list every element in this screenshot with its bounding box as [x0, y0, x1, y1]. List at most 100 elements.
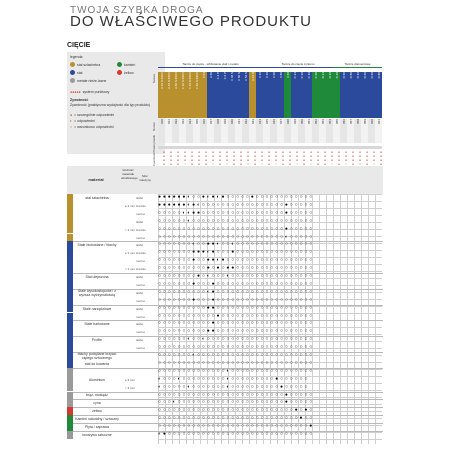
product-name: A 46 S INOX [166, 72, 171, 90]
product-name-cell: X 60 [270, 72, 277, 118]
legend-item: metale nieże-lazne [70, 78, 115, 83]
product-name: D 46 [334, 72, 339, 79]
material-label: Stale budowlane / blachy [77, 243, 117, 248]
product-code: 039 [222, 119, 227, 125]
power-label: mocno [136, 282, 146, 287]
category-color-bar [67, 367, 73, 376]
legend-item-label: żeliwo [124, 70, 134, 75]
row-label: Numer [150, 122, 158, 131]
suitability-heading: Żywotność [70, 98, 89, 102]
lifetime-mark: ●●●●○ [302, 150, 306, 170]
lifetime-mark: ●●●●● [197, 150, 201, 170]
product-code-cell: 042 [242, 119, 249, 143]
product-name-cell: A 60 S INOX [172, 72, 179, 118]
category-color-bar [67, 352, 73, 360]
row-label-text: Żywotność [152, 152, 156, 167]
product-name: X 60 [271, 72, 276, 79]
row-ratings: ○○○○○○○○●○◐○○○◐○○○○○○○○○○○○○○○○○ [158, 273, 315, 279]
product-code-cell: 036 [200, 119, 207, 143]
row-ratings: ○○○○○○○●○○○●○○○○○○○○○○○○○○○○○○○○ [158, 296, 315, 303]
product-name: A 36 S INOX [159, 72, 164, 90]
category-color-bar [67, 423, 73, 431]
lifetime-mark: ●●●●○ [379, 150, 383, 170]
product-name-cell: D 80 [375, 72, 382, 118]
product-name-cell: D 66 [368, 72, 375, 118]
product-name: X 54 S [243, 72, 248, 82]
row-separator [67, 273, 383, 274]
header-kicker: TWOJA SZYBKA DROGA [70, 5, 204, 16]
thickness-label: ≤ 3 mm [125, 203, 135, 208]
legend-rating-row: ● = szczególnie odpowiedni [70, 113, 114, 117]
lifetime-mark: ●●●●○ [281, 150, 285, 170]
material-label: brąz, mosiądz [86, 393, 108, 398]
product-code-cell: 061 [375, 119, 382, 143]
rating-glyph-icon: ● [70, 113, 73, 117]
product-code-cell: 037 [207, 119, 214, 143]
legend-item-label: stal [77, 70, 83, 75]
material-table-header: materiał Grubość materiału obrabianego M… [67, 166, 383, 194]
material-label: stal do kowania [84, 361, 110, 366]
power-label: średnio [136, 227, 146, 232]
suitability-grid [158, 194, 382, 444]
header-thickness: Grubość materiału obrabianego [121, 168, 138, 180]
lifetime-mark: ●●●●○ [351, 150, 355, 170]
color-swatch-icon [70, 78, 75, 83]
material-label: Stal ulepszona [85, 274, 109, 279]
product-name-cell: X 46 [263, 72, 270, 118]
category-color-bar [67, 328, 73, 337]
row-ratings: ○○○○○○○◐○○○○○○○○○○○○○○○○○○○○○○○○ [158, 352, 315, 358]
product-code-cell: 039 [221, 119, 228, 143]
category-color-bar [67, 296, 73, 305]
product-name-cell: X 36 S INOX [179, 72, 186, 118]
row-ratings: ●●●●●●◐●◐○○○○○○○○○○○○○○○○○●○○○○○ [158, 201, 315, 208]
product-code-cell: 056 [340, 119, 347, 143]
points-label: system punktowy [82, 90, 110, 94]
lifetime-mark: ●●●●● [288, 150, 292, 170]
category-color-bar [67, 383, 73, 392]
legend-item: stal szlachetna [70, 62, 115, 67]
row-ratings: ○○○○○○○●○○●●◐●○○○○○○○○○○○○○○○○○○ [158, 257, 315, 264]
power-label: słabo [136, 196, 144, 200]
row-ratings: ○○○○○○○○○○●●○○○○○○○○○○○○○○○○○○○○ [158, 328, 315, 335]
group-label: Tarcze do cięcia - szlifowanie stali i m… [182, 62, 239, 66]
row-separator [67, 407, 383, 409]
product-name: D 36 [327, 72, 332, 79]
product-code-cell: 041 [235, 119, 242, 143]
category-color-bar [67, 375, 73, 384]
row-separator [67, 415, 383, 417]
product-name: A 60 S INOX [173, 72, 178, 90]
lifetime-mark: ●●●○○ [246, 150, 250, 170]
product-code-cell: 038 [214, 119, 221, 143]
product-code: 045 [264, 119, 269, 125]
group-underline [158, 67, 263, 68]
product-code-cell: 034 [186, 119, 193, 143]
product-name: D 24 [320, 72, 325, 79]
product-code: 037 [208, 119, 213, 125]
material-label: żeliwo [92, 409, 102, 414]
product-name: D 46 [355, 72, 360, 79]
category-color-bar [67, 273, 73, 281]
legend-rating-row: ◐ = odpowiedni [70, 119, 95, 123]
row-separator [67, 431, 383, 432]
product-name: D 66 [369, 72, 374, 79]
row-ratings: ○○○○○○○○○○◐●○○○○○○○○○○○○○○○○○○○○ [158, 288, 315, 295]
power-label: słabo [136, 322, 144, 327]
category-color-bar [67, 304, 73, 313]
row-ratings: ◐○○○◐○○○○○○○○○◐○○○○○○○○○●○○○○○○ [158, 375, 310, 382]
row-ratings: ○○○○○◐◐●●○○○○○○○○○○○○○○○○○●○○○○○ [158, 209, 315, 216]
header-material: materiał [88, 177, 104, 182]
product-name-cell: D 60 [361, 72, 368, 118]
product-name-cell: X 60 S [235, 72, 242, 118]
product-name-cell: A 36 S INOX [158, 72, 165, 118]
material-label: cyna [93, 401, 101, 406]
material-label: Płyta / zaprawa [85, 425, 109, 430]
row-separator [67, 304, 383, 306]
category-color-bar [67, 265, 73, 273]
product-name: A 24 R [250, 72, 255, 82]
suitability-note: Żywotność (praktyczna wydajność dla typ … [70, 103, 151, 107]
product-name-cell: D 46 [354, 72, 361, 118]
row-ratings: ○○○○○○○●○○○●○○○○○○○○○○○○○○○○○○○○ [158, 280, 315, 287]
product-code: 042 [243, 119, 248, 125]
category-color-bar [67, 336, 73, 345]
product-code: 051 [306, 119, 311, 125]
